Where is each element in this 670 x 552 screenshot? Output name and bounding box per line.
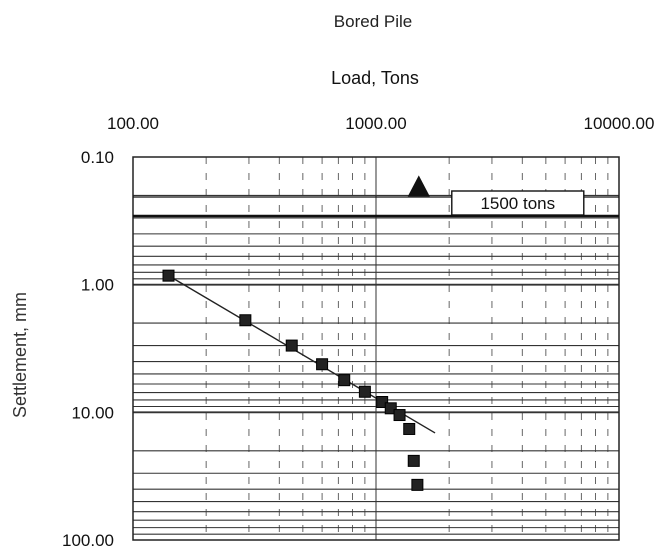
chart-title: Bored Pile — [334, 12, 412, 31]
x-tick-label: 10000.00 — [584, 114, 655, 133]
x-tick-labels: 100.00 1000.00 10000.00 — [107, 114, 654, 133]
annotation-label: 1500 tons — [480, 194, 555, 213]
x-tick-label: 1000.00 — [345, 114, 406, 133]
data-point — [376, 396, 389, 409]
data-point — [316, 358, 329, 371]
grid — [133, 157, 619, 540]
data-point — [285, 339, 298, 352]
data-point — [239, 314, 252, 327]
annotation-box — [451, 190, 585, 216]
plot-frame — [132, 156, 620, 541]
data-point — [393, 409, 406, 422]
y-tick-label: 0.10 — [81, 148, 114, 167]
y-tick-label: 1.00 — [81, 276, 114, 295]
x-tick-label: 100.00 — [107, 114, 159, 133]
data-point — [358, 385, 371, 398]
triangle-marker-icon — [407, 175, 430, 197]
y-tick-label: 10.00 — [71, 403, 114, 422]
data-point — [162, 269, 175, 282]
data-point — [384, 402, 397, 415]
data-point — [403, 422, 416, 435]
data-points — [162, 269, 424, 491]
data-point — [407, 454, 420, 467]
data-point — [411, 478, 424, 491]
x-axis-label: Load, Tons — [331, 68, 419, 88]
y-tick-labels: 0.10 1.00 10.00 100.00 — [62, 148, 114, 550]
data-point — [338, 374, 351, 387]
y-axis-label: Settlement, mm — [10, 292, 30, 418]
y-tick-label: 100.00 — [62, 531, 114, 550]
